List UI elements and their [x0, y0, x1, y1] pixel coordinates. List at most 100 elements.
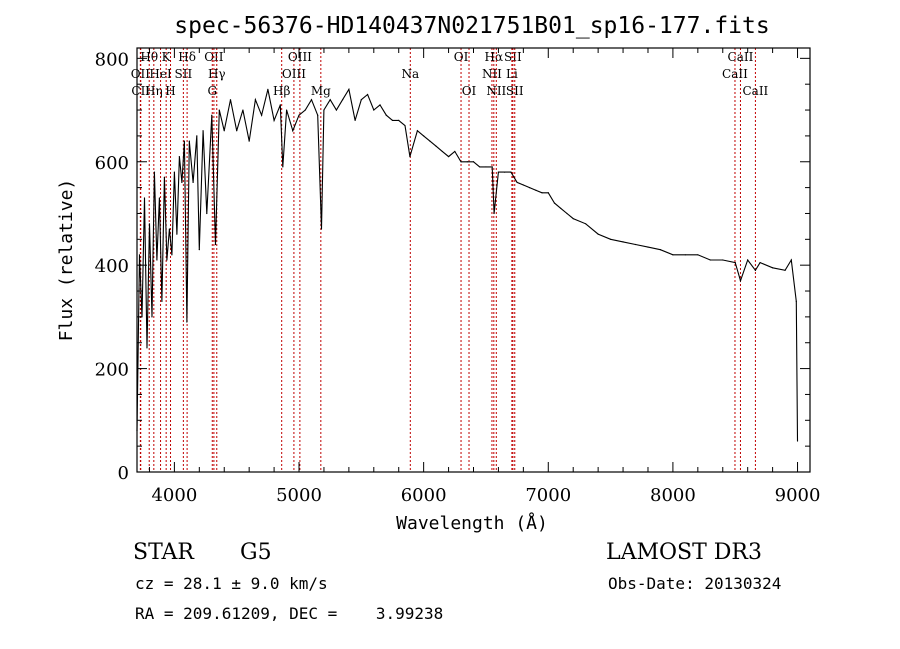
spectrum-point	[192, 181, 194, 184]
spectrum-point	[342, 99, 344, 101]
spectrum-point	[173, 171, 175, 173]
spectrum-point	[734, 261, 736, 264]
spectrum-point	[335, 109, 338, 111]
spectral-line-label: OIII	[288, 50, 312, 64]
spectral-line-label: SII	[506, 84, 524, 98]
spectrum-point	[572, 218, 574, 220]
spectrum-point	[460, 161, 462, 163]
spectrum-point	[535, 189, 537, 191]
spectrum-point	[697, 254, 699, 256]
spectrum-point	[171, 254, 173, 256]
redshift-cz: cz = 28.1 ± 9.0 km/s	[135, 574, 328, 593]
spectrum-point	[684, 254, 686, 256]
spectrum-point	[267, 88, 269, 90]
spectrum-point	[323, 109, 325, 111]
spectrum-point	[218, 109, 220, 111]
spectrum-point	[354, 119, 356, 121]
spectrum-point	[273, 119, 275, 121]
x-axis-label: Wavelength (Å)	[396, 512, 548, 534]
spectrum-point	[298, 114, 300, 116]
spectrum-point	[485, 166, 487, 168]
spectrum-point	[739, 280, 742, 282]
spectral-line-label: OIII	[282, 67, 306, 81]
spectrum-point	[553, 202, 556, 204]
spectrum-point	[516, 181, 518, 184]
spectral-line-label: NII	[486, 84, 506, 98]
spectrum-point	[497, 171, 500, 173]
spectrum-point	[168, 228, 171, 230]
spectrum-point	[634, 243, 637, 246]
spectral-line-label: CII	[131, 84, 150, 98]
spectrum-point	[360, 99, 362, 101]
spectrum-point	[166, 259, 168, 261]
spectrum-point	[796, 440, 799, 442]
spectrum-point	[479, 166, 481, 168]
y-tick-label: 800	[95, 49, 129, 70]
x-tick-label: 5000	[276, 485, 322, 506]
spectrum-point	[747, 259, 749, 261]
spectrum-point	[153, 171, 156, 173]
spectrum-point	[709, 259, 711, 261]
object-class: STAR	[133, 540, 194, 565]
spectrum-point	[391, 119, 394, 121]
spectrum-point	[659, 249, 662, 251]
spectrum-point	[385, 114, 387, 116]
spectrum-point	[560, 207, 562, 209]
spectral-line-label: Hβ	[273, 84, 290, 98]
spectrum-point	[493, 212, 495, 215]
spectrum-point	[423, 135, 425, 137]
spectrum-point	[292, 130, 294, 132]
spectrum-point	[248, 140, 250, 142]
spectrum-point	[379, 104, 381, 106]
spectral-line-label: SII	[175, 67, 193, 81]
spectrum-series	[136, 87, 799, 442]
spectrum-point	[566, 212, 568, 215]
spectrum-point	[163, 176, 166, 178]
spectrum-point	[454, 150, 456, 153]
spectral-line-label: G	[207, 84, 217, 98]
x-tick-label: 7000	[525, 485, 571, 506]
spectrum-point	[441, 150, 443, 153]
spectrum-point	[183, 140, 185, 142]
spectrum-point	[528, 187, 531, 189]
spectral-line-label: OI	[454, 50, 469, 64]
spectrum-point	[373, 109, 375, 111]
spectrum-point	[409, 155, 411, 158]
spectral-line-label: Hη	[145, 84, 163, 98]
spectrum-point	[186, 321, 188, 323]
spectrum-point	[161, 300, 163, 302]
spectrum-point	[198, 249, 200, 251]
spectrum-point	[279, 104, 281, 106]
spectrum-point	[329, 99, 331, 101]
spectral-line-label: HeI	[149, 67, 172, 81]
spectrum-point	[181, 181, 183, 184]
spectral-line-label: Hδ	[178, 50, 196, 64]
spectral-line-label: Na	[401, 67, 419, 81]
spectrum-point	[759, 261, 761, 264]
y-tick-label: 0	[118, 463, 129, 484]
x-tick-label: 6000	[401, 485, 447, 506]
spectrum-point	[435, 145, 437, 147]
spectrum-point	[754, 269, 757, 271]
spectrum-point	[366, 93, 369, 96]
spectrum-point	[466, 161, 468, 163]
spectrum-point	[148, 223, 151, 225]
spectrum-point	[178, 155, 180, 158]
spectrum-point	[214, 243, 217, 246]
spectrum-point	[146, 347, 148, 349]
spectrum-point	[176, 233, 178, 235]
spectrum-point	[211, 114, 213, 116]
spectrum-point	[229, 99, 232, 101]
spectrum-point	[188, 140, 190, 142]
spectrum-point	[304, 109, 306, 111]
spectrum-point	[722, 259, 724, 261]
spectral-line-label: CaII	[742, 84, 768, 98]
spectrum-point	[491, 166, 493, 168]
spectral-line-label: NII	[482, 67, 502, 81]
spectrum-point	[143, 197, 146, 199]
spectrum-point	[672, 254, 674, 256]
spectrum-point	[242, 109, 244, 111]
spectrum-point	[504, 171, 506, 173]
